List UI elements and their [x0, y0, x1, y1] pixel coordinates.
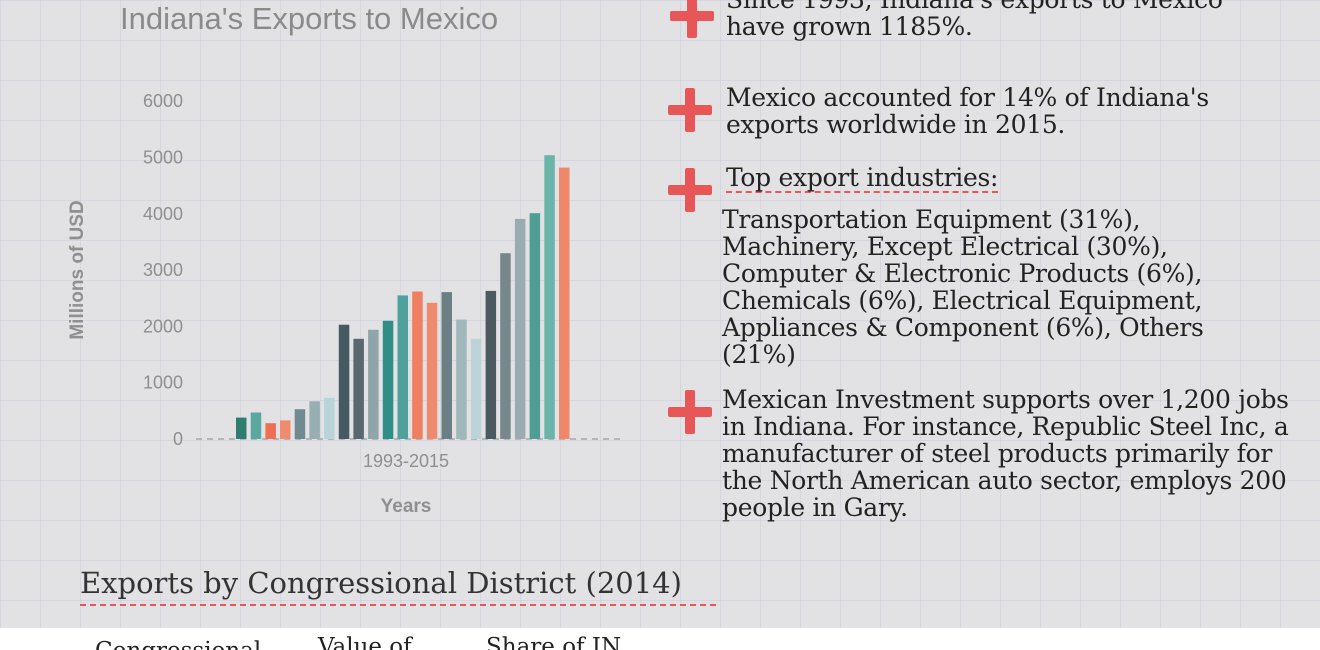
bar-1998 — [309, 401, 320, 439]
bar-1999 — [324, 397, 335, 439]
y-tick-label: 1000 — [143, 373, 183, 393]
bar-1993 — [236, 417, 247, 439]
x-category-label: 1993-2015 — [363, 451, 449, 471]
bar-2005 — [412, 291, 423, 439]
y-tick-label: 4000 — [143, 204, 183, 224]
column-header-value: Value of — [318, 634, 412, 650]
plus-icon — [668, 88, 712, 132]
bar-2002 — [368, 329, 379, 439]
y-tick-label: 0 — [173, 429, 183, 449]
bar-2015 — [559, 167, 570, 439]
bar-2001 — [353, 338, 364, 439]
bar-2013 — [529, 213, 541, 439]
bar-2010 — [485, 290, 497, 439]
y-axis-ticks: 0 1000 2000 3000 4000 5000 6000 — [143, 91, 183, 449]
plus-icon — [668, 390, 712, 434]
exports-bar-chart: Indiana's Exports to Mexico 0 1000 2000 300… — [67, 1, 620, 517]
column-header-district: Congressional — [95, 638, 261, 650]
bar-2012 — [514, 218, 526, 439]
bar-1997 — [294, 409, 306, 439]
fact-top-industries-title: Top export industries: — [726, 164, 998, 193]
x-axis-label: Years — [381, 496, 432, 517]
bar-2003 — [382, 320, 394, 439]
district-table-header: Congressional Value of Share of IN — [0, 628, 1320, 650]
bars-group — [236, 155, 570, 439]
fact-top-industries-list: Transportation Equipment (31%), Machiner… — [722, 205, 1204, 369]
bar-2011 — [500, 253, 511, 439]
chart-title: Indiana's Exports to Mexico — [120, 1, 498, 36]
bar-2009 — [470, 338, 482, 439]
y-axis-label: Millions of USD — [67, 200, 88, 339]
fact-export-growth: Since 1993, Indiana's exports to Mexico … — [726, 0, 1223, 41]
bar-1994 — [250, 412, 262, 439]
y-tick-label: 6000 — [143, 91, 183, 111]
bar-1996 — [280, 420, 291, 439]
y-tick-label: 3000 — [143, 260, 183, 280]
column-header-share: Share of IN — [486, 634, 622, 650]
y-tick-label: 5000 — [143, 148, 183, 168]
bar-2008 — [456, 319, 467, 439]
y-tick-label: 2000 — [143, 316, 183, 336]
bar-1995 — [265, 423, 276, 439]
district-section-title: Exports by Congressional District (2014) — [80, 566, 716, 606]
fact-mexican-investment: Mexican Investment supports over 1,200 j… — [722, 385, 1289, 522]
bar-2014 — [544, 155, 555, 439]
fact-export-share: Mexico accounted for 14% of Indiana's ex… — [726, 83, 1209, 139]
bar-2006 — [426, 302, 438, 439]
top-industries-heading: Top export industries: — [726, 163, 999, 193]
plus-icon — [668, 168, 712, 212]
plus-icon — [670, 0, 714, 38]
bar-2000 — [338, 324, 350, 439]
bar-2004 — [397, 295, 408, 439]
bar-2007 — [441, 292, 452, 439]
